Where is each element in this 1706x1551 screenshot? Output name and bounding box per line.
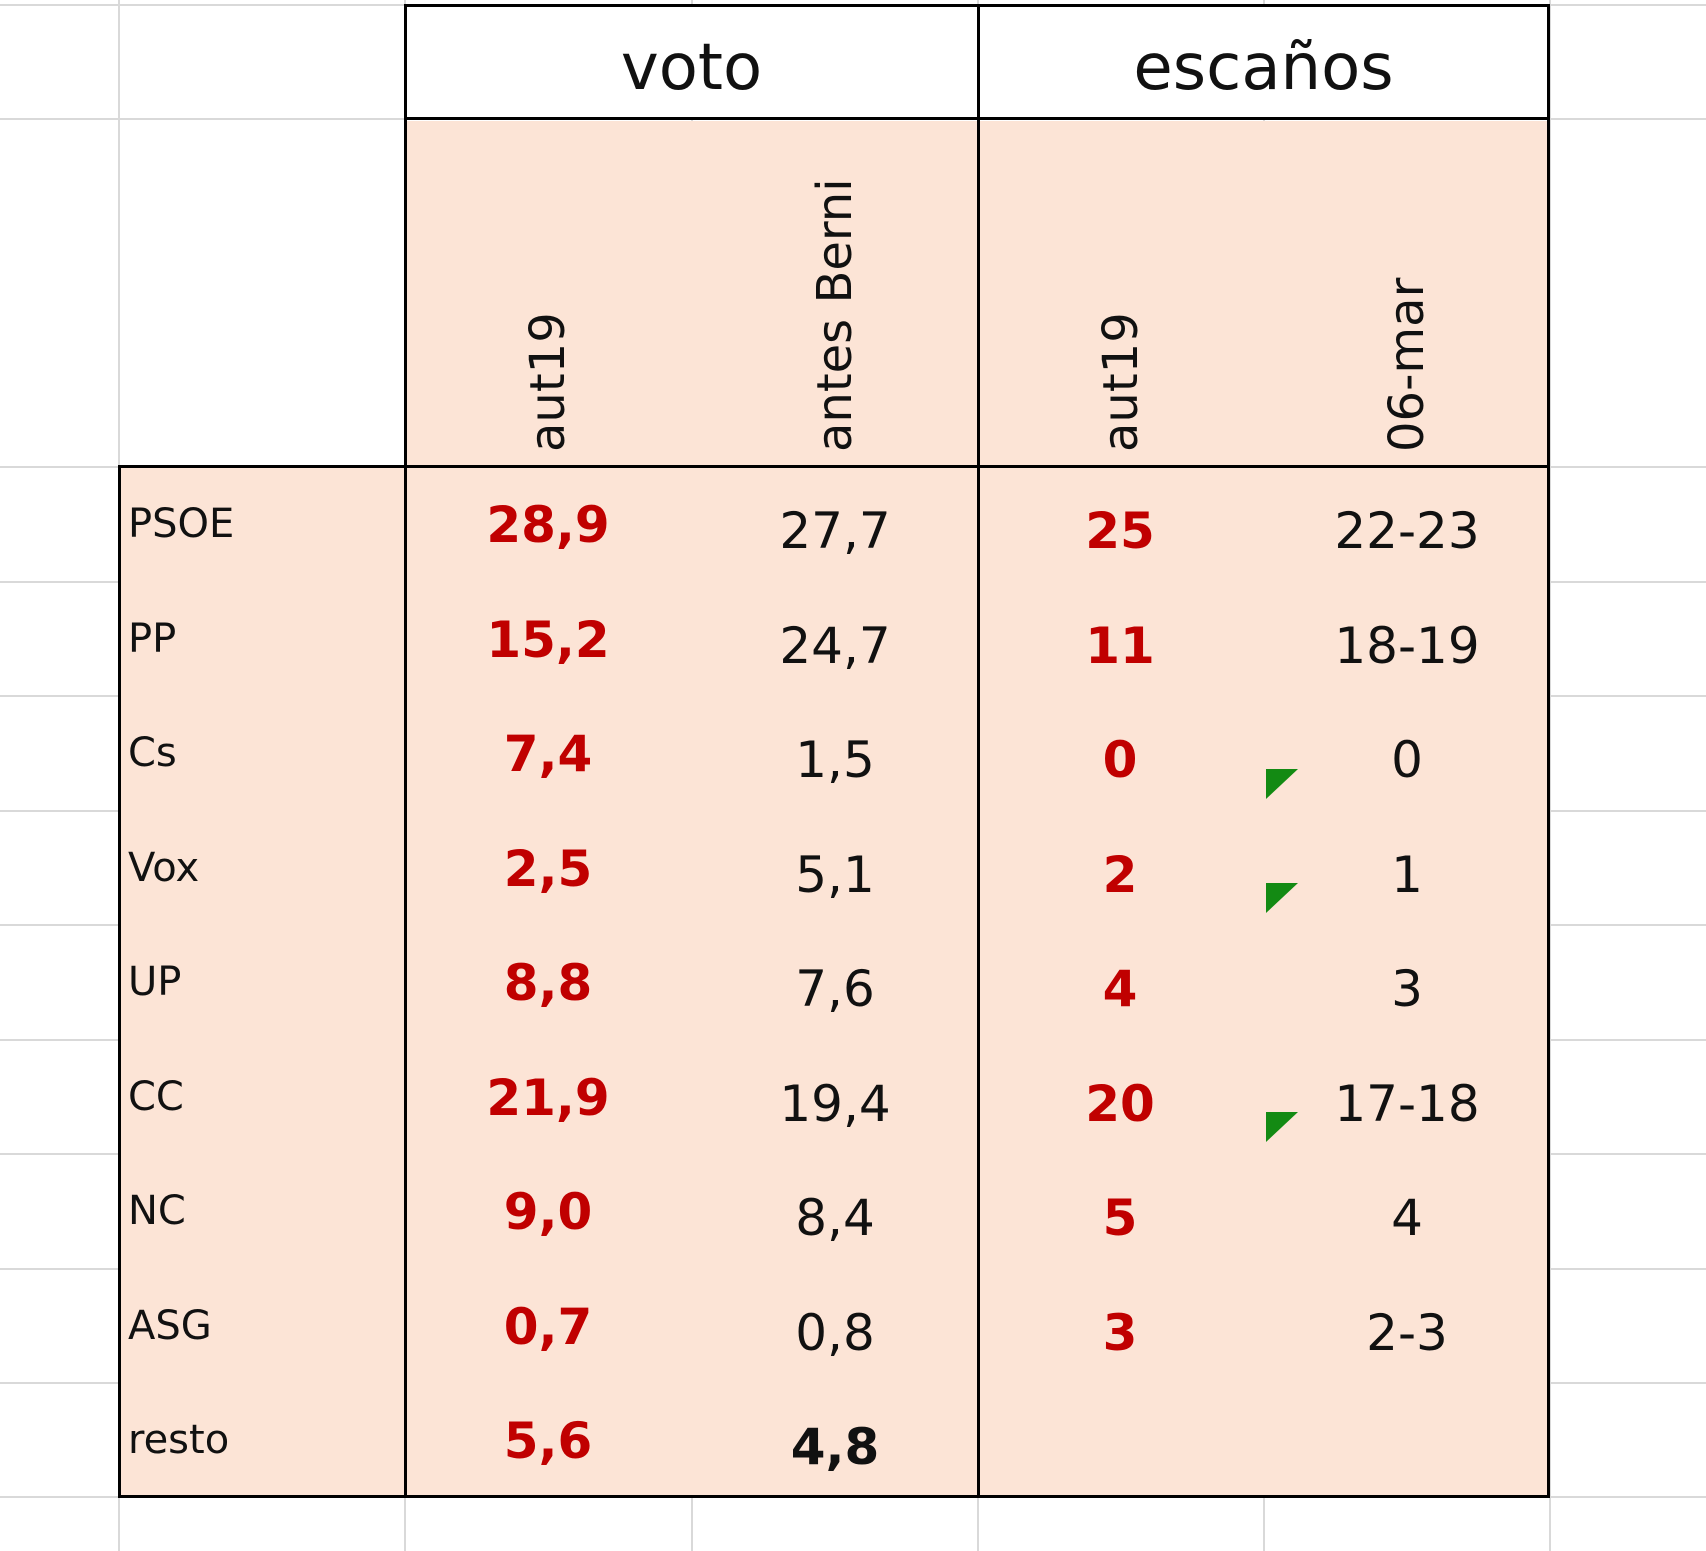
party-label: CC [128, 1073, 184, 1120]
escanos-aut19-cell[interactable]: 5 [1102, 1189, 1138, 1247]
escanos-aut19-cell[interactable]: 20 [1085, 1074, 1155, 1133]
header-escanos: escaños [1133, 31, 1394, 105]
escanos-06-mar-cell[interactable]: 4 [1391, 1189, 1423, 1247]
party-label: Vox [128, 844, 200, 891]
escanos-aut19-cell[interactable]: 0 [1102, 731, 1138, 789]
comment-indicator-icon[interactable] [1266, 883, 1298, 913]
escanos-aut19-cell[interactable]: 4 [1102, 960, 1138, 1018]
header-voto: voto [620, 31, 763, 105]
voto-aut19-cell[interactable]: 15,2 [486, 610, 610, 669]
table-border [404, 4, 407, 1498]
voto-aut19-cell[interactable]: 8,8 [503, 954, 593, 1012]
voto-aut19-cell[interactable]: 2,5 [503, 839, 593, 898]
col-header-voto-antes-berni: antes Berni [807, 178, 863, 452]
party-label: Cs [128, 730, 177, 776]
voto-antes-berni-cell[interactable]: 7,6 [795, 960, 875, 1018]
escanos-aut19-cell[interactable]: 25 [1085, 502, 1155, 560]
party-label: ASG [128, 1302, 212, 1349]
voto-aut19-cell[interactable]: 28,9 [486, 496, 610, 554]
escanos-06-mar-cell[interactable]: 3 [1391, 960, 1423, 1018]
voto-antes-berni-cell[interactable]: 4,8 [790, 1418, 880, 1476]
escanos-06-mar-cell[interactable]: 0 [1391, 731, 1423, 789]
table-border [118, 1495, 1550, 1498]
gridline [1549, 0, 1551, 1551]
party-label: PP [128, 615, 177, 662]
comment-indicator-icon[interactable] [1266, 768, 1298, 799]
table-border [977, 4, 980, 1498]
escanos-aut19-cell[interactable]: 11 [1085, 616, 1155, 675]
voto-antes-berni-cell[interactable]: 19,4 [779, 1074, 891, 1133]
table-border [404, 4, 1550, 7]
escanos-06-mar-cell[interactable]: 1 [1391, 845, 1423, 904]
voto-antes-berni-cell[interactable]: 27,7 [779, 502, 891, 560]
escanos-06-mar-cell[interactable]: 2-3 [1366, 1303, 1448, 1362]
voto-aut19-cell[interactable]: 7,4 [503, 725, 593, 783]
party-column-fill [120, 468, 406, 1496]
col-header-escanos-aut19: aut19 [1093, 312, 1149, 452]
voto-antes-berni-cell[interactable]: 0,8 [795, 1303, 875, 1362]
escanos-aut19-cell[interactable]: 2 [1102, 845, 1138, 904]
table-border [1547, 4, 1550, 1498]
escanos-aut19-cell[interactable]: 3 [1102, 1303, 1138, 1362]
party-label: NC [128, 1188, 186, 1234]
voto-aut19-cell[interactable]: 9,0 [503, 1183, 593, 1241]
table-border [118, 465, 1550, 468]
party-label: UP [128, 959, 182, 1005]
voto-antes-berni-cell[interactable]: 1,5 [795, 731, 875, 789]
voto-aut19-cell[interactable]: 0,7 [503, 1297, 593, 1356]
escanos-06-mar-cell[interactable]: 18-19 [1334, 616, 1480, 675]
voto-antes-berni-cell[interactable]: 5,1 [795, 845, 875, 904]
voto-antes-berni-cell[interactable]: 24,7 [779, 616, 891, 675]
voto-antes-berni-cell[interactable]: 8,4 [795, 1189, 875, 1247]
voto-aut19-cell[interactable]: 21,9 [486, 1068, 610, 1127]
col-header-voto-aut19: aut19 [520, 312, 576, 452]
table-border [118, 466, 121, 1498]
escanos-06-mar-cell[interactable]: 22-23 [1334, 502, 1480, 560]
escanos-06-mar-cell[interactable]: 17-18 [1334, 1074, 1480, 1133]
voto-aut19-cell[interactable]: 5,6 [503, 1412, 593, 1470]
comment-indicator-icon[interactable] [1266, 1112, 1298, 1142]
table-border [404, 117, 1550, 120]
party-label: resto [128, 1417, 230, 1463]
col-header-escanos-06-mar: 06-mar [1379, 277, 1435, 452]
party-label: PSOE [128, 501, 235, 547]
